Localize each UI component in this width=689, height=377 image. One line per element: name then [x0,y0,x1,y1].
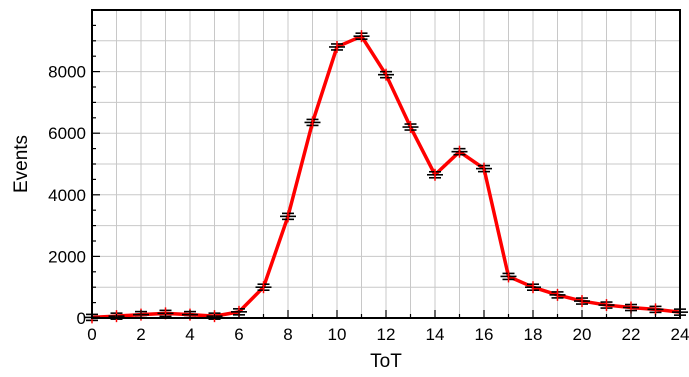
x-tick-label: 4 [185,325,194,344]
x-tick-label: 10 [328,325,347,344]
data-point [647,303,664,316]
data-point [329,40,345,53]
x-tick-label: 16 [475,325,494,344]
x-tick-label: 0 [87,325,96,344]
x-tick-label: 24 [671,325,689,344]
x-axis-title: ToT [370,351,402,372]
y-tick-label: 2000 [48,247,86,266]
x-tick-label: 22 [622,325,641,344]
y-tick-label: 0 [77,309,86,328]
data-point [598,299,615,312]
data-point [500,270,517,283]
data-point [525,281,541,294]
data-point [451,145,468,158]
x-tick-label: 14 [426,325,445,344]
data-point [353,30,370,43]
y-tick-label: 8000 [48,63,86,82]
axes-layer [91,9,681,319]
data-point [427,168,443,181]
y-axis-title: Events [11,135,32,193]
data-point [476,162,492,175]
x-tick-label: 12 [377,325,396,344]
x-tick-label: 18 [524,325,543,344]
x-tick-label: 20 [573,325,592,344]
data-point [304,116,321,129]
data-point [378,68,394,81]
x-tick-label: 2 [136,325,145,344]
y-tick-label: 6000 [48,124,86,143]
x-tick-label: 6 [234,325,243,344]
y-tick-label: 4000 [48,186,86,205]
data-point [402,121,419,134]
data-point [549,288,566,301]
data-point [280,210,296,223]
data-point [255,281,272,294]
x-tick-label: 8 [283,325,292,344]
grid-layer [92,10,680,318]
data-point [574,295,590,308]
